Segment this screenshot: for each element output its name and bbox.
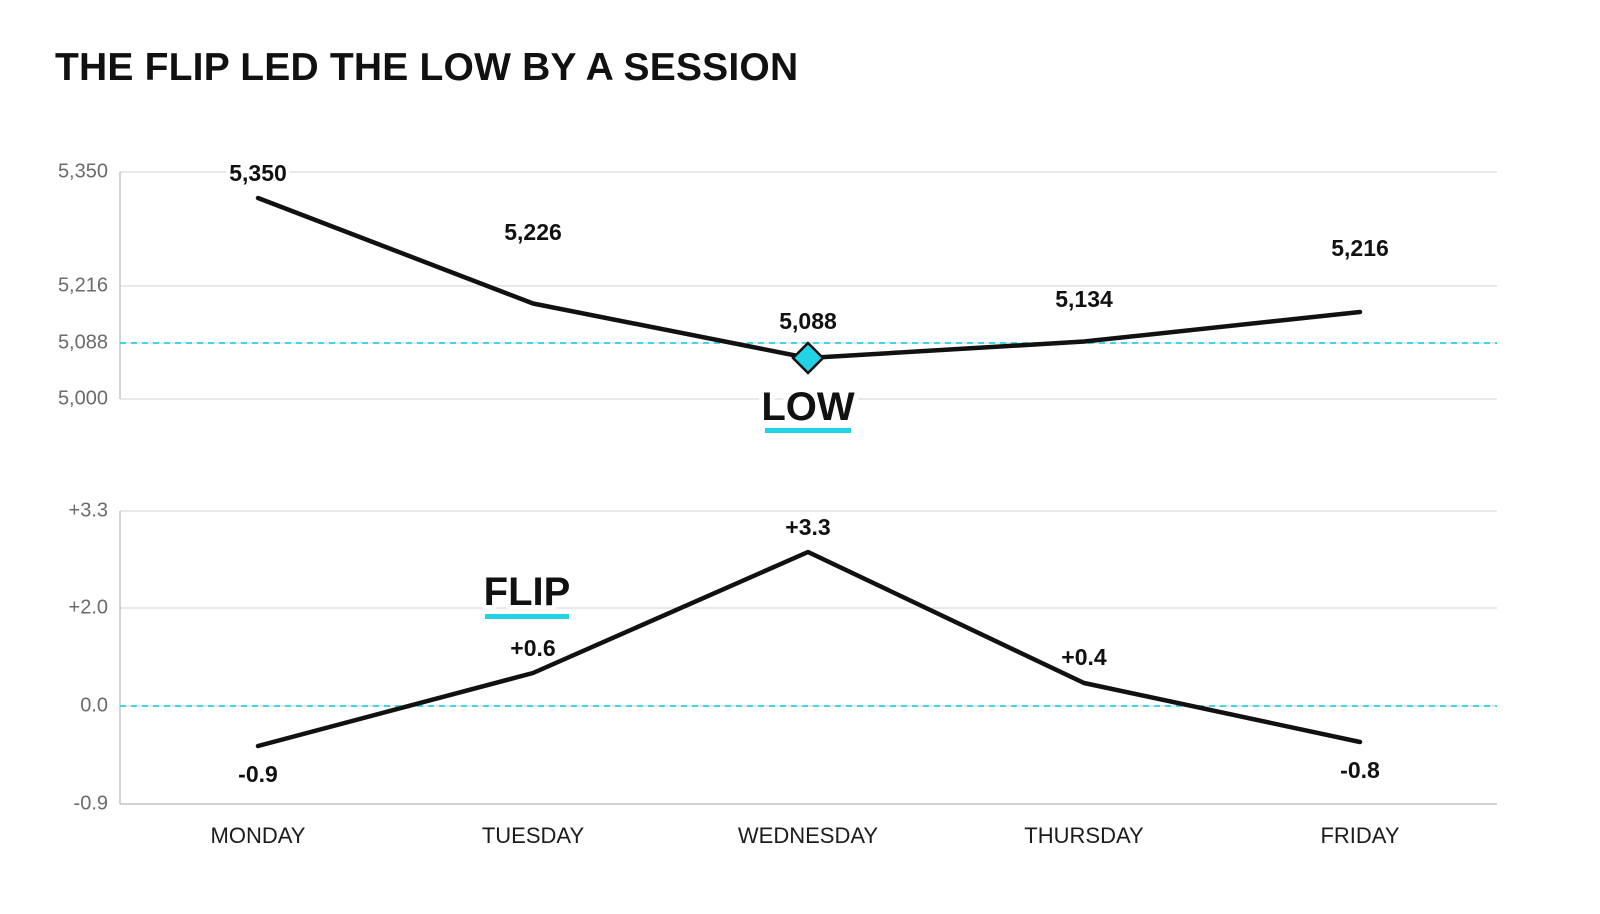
flip-annotation: FLIP xyxy=(484,570,571,614)
low-diamond-marker xyxy=(791,341,825,375)
price-data-label: 5,088 xyxy=(779,308,837,334)
flip-y-tick-label: +2.0 xyxy=(69,596,108,618)
x-tick-label: THURSDAY xyxy=(1024,823,1144,848)
low-underline xyxy=(765,428,851,433)
x-tick-label: TUESDAY xyxy=(482,823,585,848)
price-y-tick-label: 5,216 xyxy=(58,274,108,296)
price-series-line xyxy=(255,195,1363,361)
flip-y-tick-label: +3.3 xyxy=(69,499,108,521)
price-panel: 5,000 5,088 5,216 5,350 5,350 5,226 5,088 5,134… xyxy=(58,156,1497,434)
flip-underline xyxy=(485,614,569,619)
x-tick-label: FRIDAY xyxy=(1320,823,1399,848)
x-tick-label: WEDNESDAY xyxy=(738,823,878,848)
price-data-label: 5,134 xyxy=(1055,286,1113,312)
flip-data-label: +0.4 xyxy=(1061,644,1107,670)
flip-y-tick-label: -0.9 xyxy=(74,792,108,814)
flip-series-line xyxy=(255,549,1363,749)
price-data-label: 5,216 xyxy=(1331,235,1389,261)
flip-data-label: -0.8 xyxy=(1340,757,1380,783)
price-data-label: 5,350 xyxy=(229,160,287,186)
price-data-label: 5,226 xyxy=(504,219,562,245)
flip-data-label: +0.6 xyxy=(510,635,555,661)
price-y-tick-label: 5,000 xyxy=(58,387,108,409)
flip-data-label: +3.3 xyxy=(785,514,830,540)
price-y-tick-label: 5,350 xyxy=(58,160,108,182)
flip-data-label: -0.9 xyxy=(238,761,278,787)
x-tick-label: MONDAY xyxy=(211,823,306,848)
flip-y-tick-label: 0.0 xyxy=(80,694,108,716)
x-axis: MONDAY TUESDAY WEDNESDAY THURSDAY FRIDAY xyxy=(211,823,1400,848)
price-y-tick-label: 5,088 xyxy=(58,331,108,353)
low-annotation: LOW xyxy=(761,385,855,429)
chart-title: THE FLIP LED THE LOW BY A SESSION xyxy=(55,46,799,89)
flip-panel: -0.9 0.0 +2.0 +3.3 -0.9 +0.6 +3.3 +0.4 -0.8 FLIP xyxy=(69,499,1497,814)
